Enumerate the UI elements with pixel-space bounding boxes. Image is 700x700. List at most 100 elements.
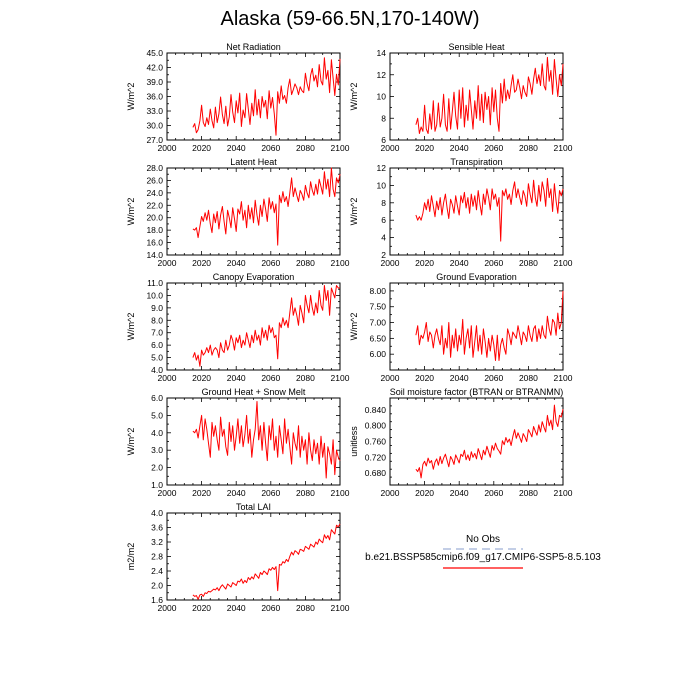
y-tick-label: 33.0: [146, 106, 163, 116]
legend-model-label: b.e21.BSSP585cmip6.f09_g17.CMIP6-SSP5-8.…: [365, 552, 601, 563]
panel-title: Ground Heat + Snow Melt: [202, 387, 306, 397]
y-tick-label: 18.0: [146, 225, 163, 235]
y-tick-label: 6: [381, 135, 386, 145]
y-axis-label: m2/m2: [126, 543, 136, 571]
y-tick-label: 6.0: [151, 393, 163, 403]
x-tick-label: 2020: [415, 488, 434, 498]
x-tick-label: 2060: [261, 373, 280, 383]
series-line: [415, 56, 564, 134]
y-tick-label: 0.720: [365, 452, 387, 462]
x-tick-label: 2040: [227, 603, 246, 613]
y-tick-label: 0.800: [365, 421, 387, 431]
panel-title: Canopy Evaporation: [213, 272, 295, 282]
x-tick-label: 2100: [331, 258, 350, 268]
plot-frame: [166, 512, 341, 601]
x-tick-label: 2100: [331, 373, 350, 383]
series-line: [415, 177, 564, 242]
x-tick-label: 2000: [158, 603, 177, 613]
y-tick-label: 4.0: [151, 428, 163, 438]
figure-title: Alaska (59-66.5N,170-140W): [220, 8, 480, 30]
panel-title: Soil moisture factor (BTRAN or BTRANMN): [390, 387, 564, 397]
y-tick-label: 7.50: [369, 302, 386, 312]
y-tick-label: 22.0: [146, 200, 163, 210]
legend-obs-label: No Obs: [466, 534, 500, 545]
y-axis-label: W/m^2: [349, 83, 359, 111]
series-line: [192, 523, 341, 600]
y-tick-label: 7.0: [151, 328, 163, 338]
plot-frame: [389, 167, 564, 256]
y-tick-label: 28.0: [146, 163, 163, 173]
x-tick-label: 2020: [192, 373, 211, 383]
x-tick-label: 2060: [261, 143, 280, 153]
x-tick-label: 2060: [261, 488, 280, 498]
y-axis-label: W/m^2: [126, 428, 136, 456]
panel-6: Ground Evaporation W/m^2 2000 2020 2040 2060 2…: [349, 272, 573, 383]
x-tick-label: 2060: [484, 488, 503, 498]
y-tick-label: 7.00: [369, 318, 386, 328]
x-tick-label: 2040: [227, 143, 246, 153]
y-tick-label: 2: [381, 250, 386, 260]
x-tick-label: 2020: [415, 258, 434, 268]
y-tick-label: 2.8: [151, 552, 163, 562]
y-tick-label: 8.00: [369, 286, 386, 296]
x-tick-label: 2000: [158, 143, 177, 153]
panel-title: Transpiration: [450, 157, 502, 167]
y-tick-label: 5.0: [151, 410, 163, 420]
x-tick-label: 2100: [554, 488, 573, 498]
y-tick-label: 42.0: [146, 63, 163, 73]
x-tick-label: 2080: [519, 488, 538, 498]
y-tick-label: 0.840: [365, 405, 387, 415]
x-tick-label: 2060: [261, 603, 280, 613]
panel-title: Latent Heat: [230, 157, 277, 167]
series-line: [192, 401, 341, 479]
y-tick-label: 45.0: [146, 48, 163, 58]
y-tick-label: 0.680: [365, 468, 387, 478]
y-tick-label: 8: [381, 113, 386, 123]
y-tick-label: 14.0: [146, 250, 163, 260]
y-tick-label: 10.0: [146, 290, 163, 300]
y-tick-label: 1.6: [151, 595, 163, 605]
x-tick-label: 2020: [192, 603, 211, 613]
x-tick-label: 2000: [381, 488, 400, 498]
series-line: [192, 57, 341, 136]
panel-title: Net Radiation: [226, 42, 281, 52]
y-tick-label: 3.2: [151, 537, 163, 547]
x-tick-label: 2080: [296, 258, 315, 268]
x-tick-label: 2080: [296, 603, 315, 613]
y-tick-label: 4.0: [151, 508, 163, 518]
plot-frame: [166, 167, 341, 256]
plot-frame: [389, 397, 564, 486]
y-tick-label: 3.0: [151, 445, 163, 455]
x-tick-label: 2040: [450, 488, 469, 498]
x-tick-label: 2080: [519, 258, 538, 268]
x-tick-label: 2000: [158, 488, 177, 498]
x-tick-label: 2080: [519, 373, 538, 383]
x-tick-label: 2000: [158, 258, 177, 268]
x-tick-label: 2100: [554, 258, 573, 268]
x-tick-label: 2040: [450, 258, 469, 268]
y-tick-label: 6.00: [369, 349, 386, 359]
panel-2: Sensible Heat W/m^2 2000 2020 2040 2060 2080 21…: [349, 42, 573, 153]
panel-5: Canopy Evaporation W/m^2 2000 2020 2040 2060 2…: [126, 272, 350, 383]
x-tick-label: 2040: [450, 143, 469, 153]
y-tick-label: 2.4: [151, 566, 163, 576]
y-tick-label: 8.0: [151, 315, 163, 325]
y-tick-label: 27.0: [146, 135, 163, 145]
x-tick-label: 2020: [415, 143, 434, 153]
y-tick-label: 24.0: [146, 188, 163, 198]
x-tick-label: 2100: [331, 488, 350, 498]
x-tick-label: 2080: [296, 488, 315, 498]
x-tick-label: 2080: [296, 143, 315, 153]
x-tick-label: 2100: [554, 373, 573, 383]
y-axis-label: unitless: [349, 426, 359, 457]
y-tick-label: 0.760: [365, 437, 387, 447]
x-tick-label: 2020: [415, 373, 434, 383]
x-tick-label: 2040: [450, 373, 469, 383]
series-line: [415, 404, 564, 479]
x-tick-label: 2060: [261, 258, 280, 268]
series-line: [192, 285, 340, 367]
y-tick-label: 9.0: [151, 303, 163, 313]
panel-1: Net Radiation W/m^2 2000 2020 2040 2060 2080 21…: [126, 42, 350, 153]
y-tick-label: 39.0: [146, 77, 163, 87]
